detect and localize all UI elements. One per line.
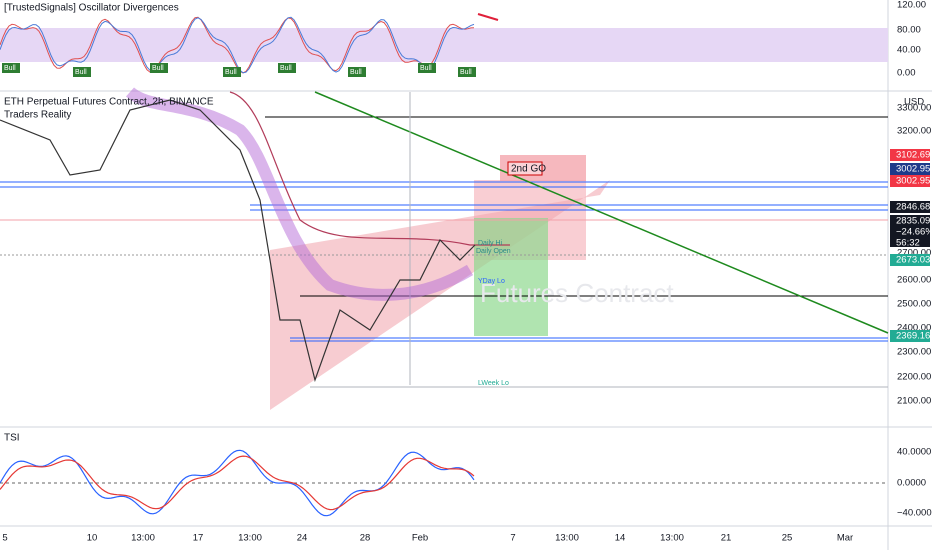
osc-tag-label: Bull	[4, 65, 16, 72]
osc-tag-label: Bull	[460, 69, 472, 76]
last-price-label: 56:32	[896, 238, 920, 249]
x-tick-label: 13:00	[131, 533, 155, 544]
osc-tag	[223, 67, 241, 77]
osc-tag-label: Bull	[152, 65, 164, 72]
annotation: LWeek Lo	[478, 380, 509, 387]
y-tick-label: 80.00	[897, 25, 921, 36]
price-badge	[890, 149, 930, 161]
y-tick-label: 2400.00	[897, 323, 931, 334]
osc-tag	[348, 67, 366, 77]
last-price-label: −24.66%	[896, 227, 932, 238]
y-tick-label: 0.0000	[897, 478, 926, 489]
osc-line	[0, 16, 475, 74]
price-badge-label: 3002.95	[896, 176, 930, 187]
price-badge	[890, 330, 930, 342]
price-line	[0, 99, 476, 383]
x-tick-label: 10	[87, 533, 98, 544]
price-badge	[890, 175, 930, 187]
price-badge	[890, 254, 930, 266]
y-tick-label: 3200.00	[897, 126, 931, 137]
y-tick-label: 2500.00	[897, 299, 931, 310]
annotation-box	[507, 161, 543, 176]
y-tick-label: 2700.00	[897, 248, 931, 259]
x-tick-label: 5	[2, 533, 7, 544]
osc-tag-label: Bull	[75, 69, 87, 76]
y-tick-label: 40.00	[897, 45, 921, 56]
osc-tag-label: Bull	[350, 69, 362, 76]
price-badge-label: 2673.03	[896, 255, 930, 266]
x-tick-label: 13:00	[660, 533, 684, 544]
x-tick-label: Mar	[837, 533, 853, 544]
price-badge-label: 3102.69	[896, 150, 930, 161]
y-tick-label: −40.0000	[897, 508, 932, 519]
osc-tag	[150, 63, 168, 73]
zone	[474, 218, 548, 336]
osc-tag-label: Bull	[280, 65, 292, 72]
x-tick-label: 13:00	[238, 533, 262, 544]
pane-title: [TrustedSignals] Oscillator Divergences	[4, 3, 179, 14]
last-price-label: 2835.09	[896, 216, 930, 227]
osc-tag	[278, 63, 296, 73]
x-tick-label: 24	[297, 533, 308, 544]
annotation: 2nd GO	[511, 164, 546, 175]
x-tick-label: Feb	[412, 533, 428, 544]
y-tick-label: 2200.00	[897, 372, 931, 383]
pane-title: ETH Perpetual Futures Contract, 2h, BINA…	[4, 97, 214, 108]
last-price-box	[890, 215, 930, 247]
annotation: Daily Open	[476, 248, 511, 255]
x-tick-label: 14	[615, 533, 626, 544]
y-tick-label: 2600.00	[897, 275, 931, 286]
osc-tag	[73, 67, 91, 77]
price-badge-label: 2846.68	[896, 202, 930, 213]
y-tick-label: 40.0000	[897, 447, 931, 458]
pane-title: TSI	[4, 433, 20, 444]
moving-average	[229, 91, 510, 246]
y-tick-label: 2100.00	[897, 396, 931, 407]
x-tick-label: 13:00	[555, 533, 579, 544]
tsi-signal	[0, 455, 475, 511]
y-tick-label: 2300.00	[897, 347, 931, 358]
y-tick-label: 3300.00	[897, 103, 931, 114]
price-badge-label: 2369.16	[896, 331, 930, 342]
osc-tag	[418, 63, 436, 73]
annotation: YDay Lo	[478, 278, 505, 285]
price-badge-label: 3002.95	[896, 164, 930, 175]
x-tick-label: 28	[360, 533, 371, 544]
x-tick-label: 7	[510, 533, 515, 544]
price-badge	[890, 201, 930, 213]
tsi-line	[0, 449, 475, 517]
y-tick-label: 120.00	[897, 0, 926, 11]
indicator-name: Traders Reality	[4, 110, 71, 121]
watermark: Futures Contract	[480, 278, 674, 308]
osc-tag	[458, 67, 476, 77]
x-tick-label: 21	[721, 533, 732, 544]
x-tick-label: 17	[193, 533, 204, 544]
price-badge	[890, 163, 930, 175]
osc-tag-label: Bull	[225, 69, 237, 76]
osc-tag	[2, 63, 20, 73]
ribbon	[125, 87, 474, 301]
osc-tag-label: Bull	[420, 65, 432, 72]
currency: USD	[904, 97, 924, 108]
y-tick-label: 0.00	[897, 68, 916, 79]
arrow	[477, 13, 499, 21]
x-tick-label: 25	[782, 533, 793, 544]
annotation: Daily Hi	[478, 240, 503, 247]
